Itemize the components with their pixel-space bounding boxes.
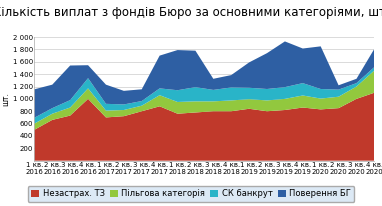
Text: Кількість виплат з фондів Бюро за основними категоріями, шт.: Кількість виплат з фондів Бюро за основн… bbox=[0, 6, 382, 19]
Y-axis label: шт.: шт. bbox=[1, 92, 10, 106]
Legend: Незастрах. ТЗ, Пільгова категорія, СК банкрут, Поверення БГ: Незастрах. ТЗ, Пільгова категорія, СК ба… bbox=[28, 186, 354, 202]
